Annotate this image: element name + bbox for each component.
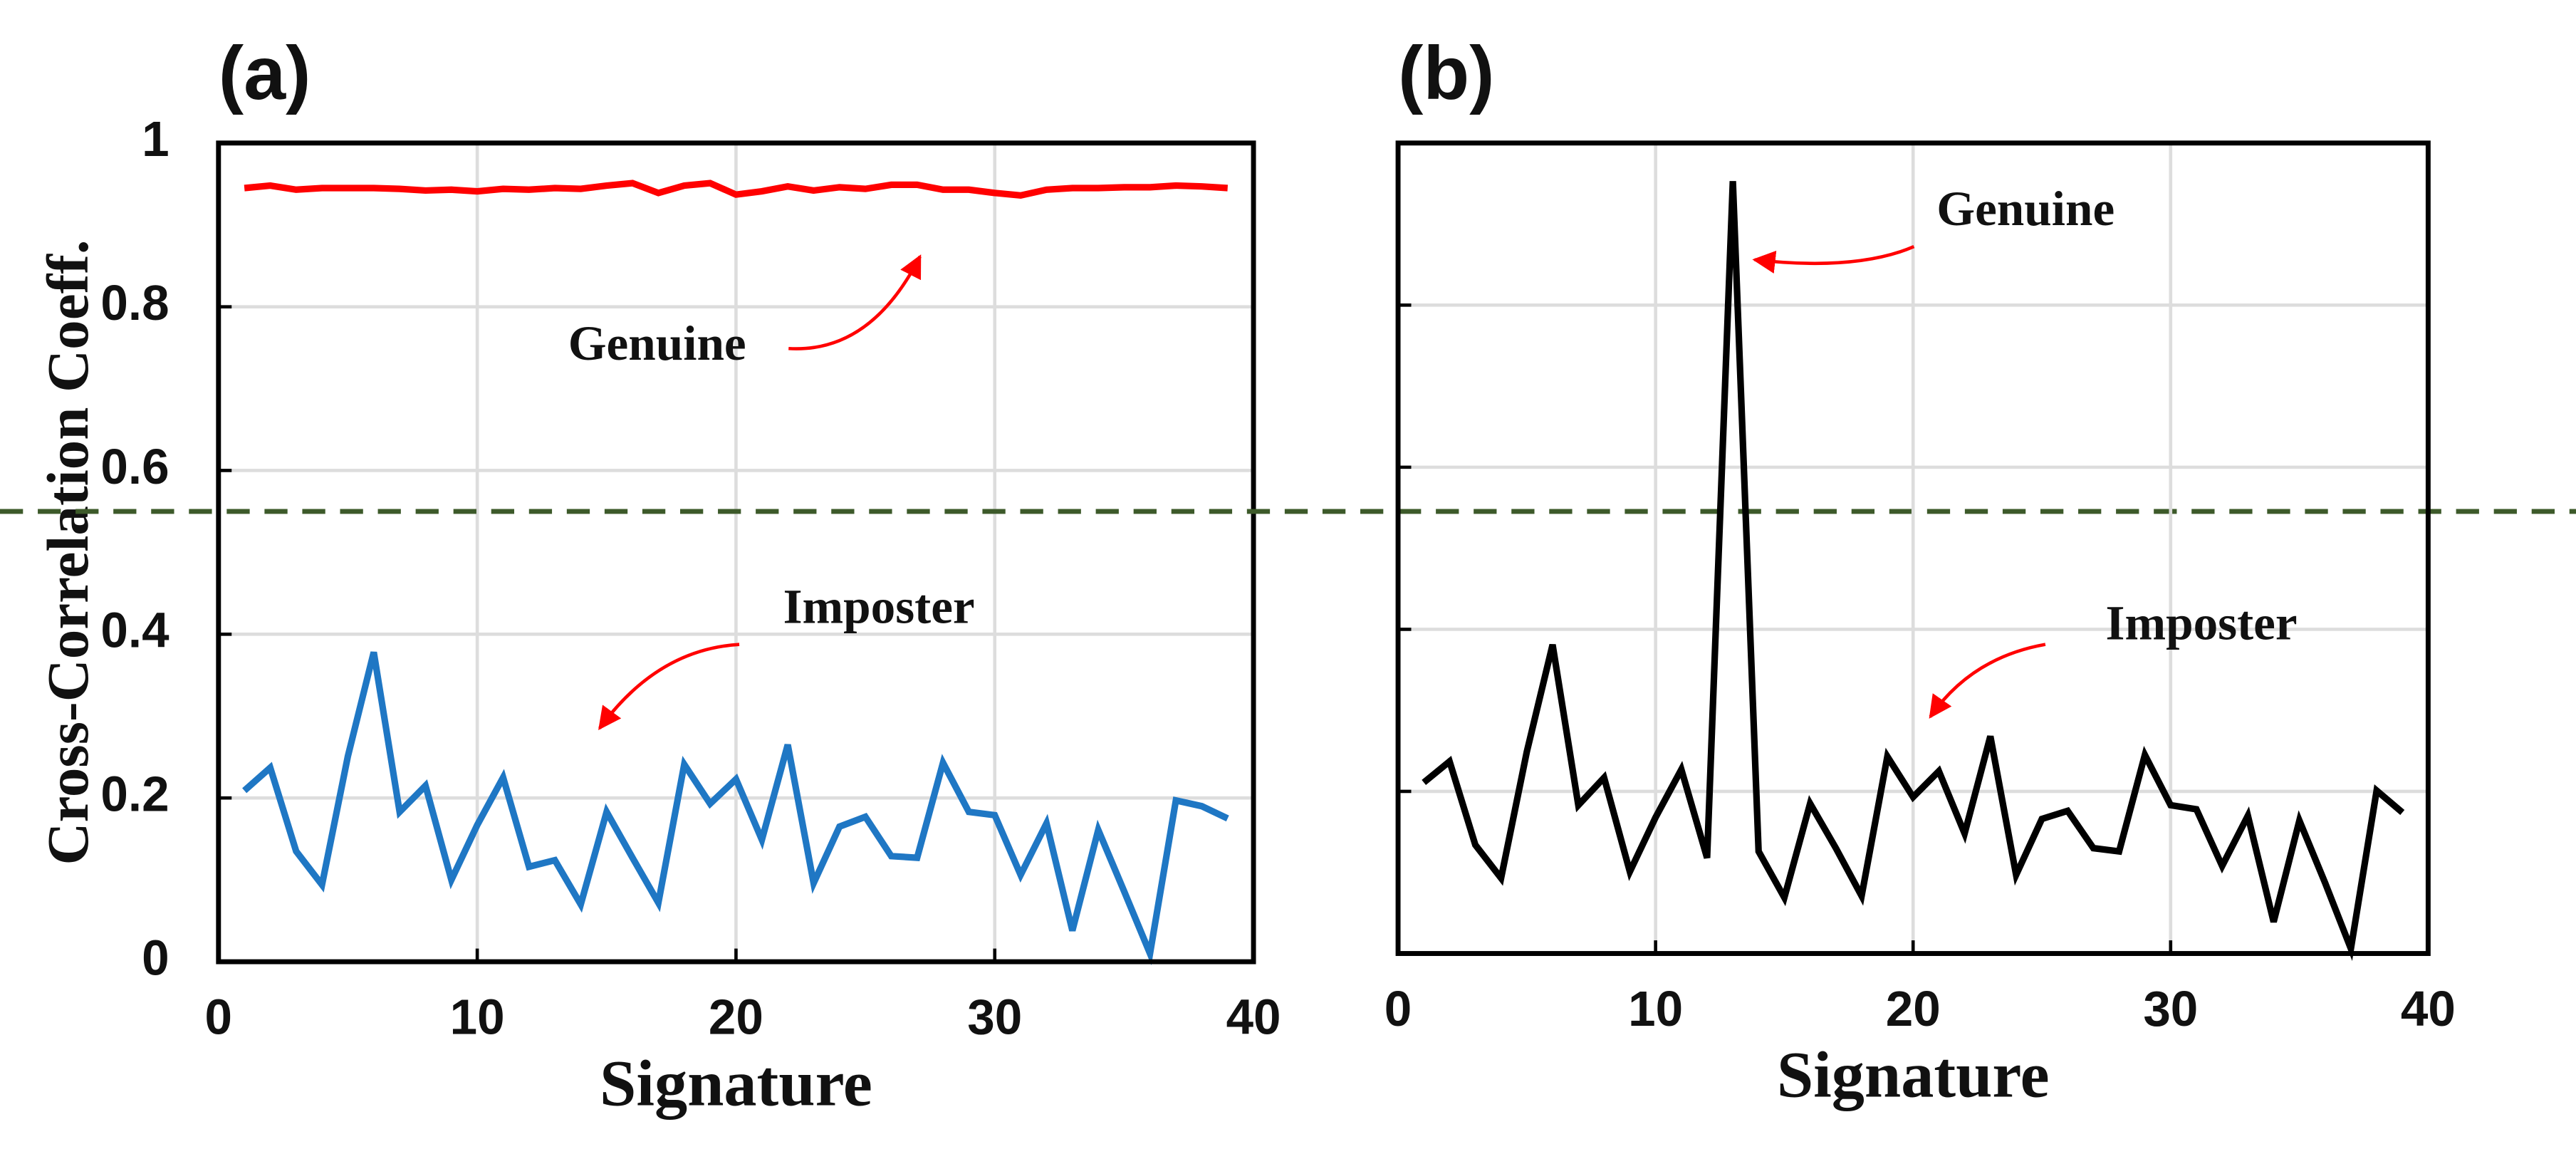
plot-frame — [216, 140, 1256, 965]
x-tick-label: 30 — [2143, 981, 2198, 1036]
annotation: Imposter — [2106, 595, 2298, 650]
x-tick-label: 20 — [1886, 981, 1941, 1036]
annotation-arrow — [598, 643, 740, 730]
data-line — [244, 180, 1229, 199]
x-tick-label: 0 — [1385, 981, 1412, 1036]
data-line — [1422, 181, 2405, 962]
data-line — [242, 651, 1229, 966]
annotation: Genuine — [568, 316, 746, 370]
x-axis-label: Signature — [600, 1046, 872, 1119]
y-tick-label: 0 — [142, 930, 169, 985]
annotation-arrow — [1929, 643, 2046, 719]
x-tick-label: 30 — [967, 989, 1022, 1044]
x-tick-label: 40 — [1226, 989, 1281, 1044]
annotation-arrow — [1752, 245, 1915, 274]
y-tick-label: 0.2 — [100, 766, 169, 821]
x-tick-label: 20 — [709, 989, 763, 1044]
y-axis-label: Cross-Correlation Coeff. — [35, 239, 100, 865]
annotation-arrow — [788, 254, 922, 350]
x-tick-label: 40 — [2401, 981, 2456, 1036]
y-tick-label: 0.4 — [100, 603, 170, 658]
plot-frame — [1395, 140, 2431, 956]
panel-title: (b) — [1398, 31, 1494, 115]
x-tick-label: 10 — [450, 989, 505, 1044]
y-tick-label: 1 — [142, 111, 169, 167]
x-tick-label: 0 — [205, 989, 232, 1044]
x-tick-label: 10 — [1628, 981, 1683, 1036]
y-tick-label: 0.6 — [100, 439, 169, 494]
x-axis-label: Signature — [1777, 1039, 2050, 1111]
annotation: Imposter — [783, 578, 975, 633]
annotation: Genuine — [1936, 181, 2114, 236]
y-tick-label: 0.8 — [100, 275, 169, 331]
panel-title: (a) — [219, 31, 311, 115]
